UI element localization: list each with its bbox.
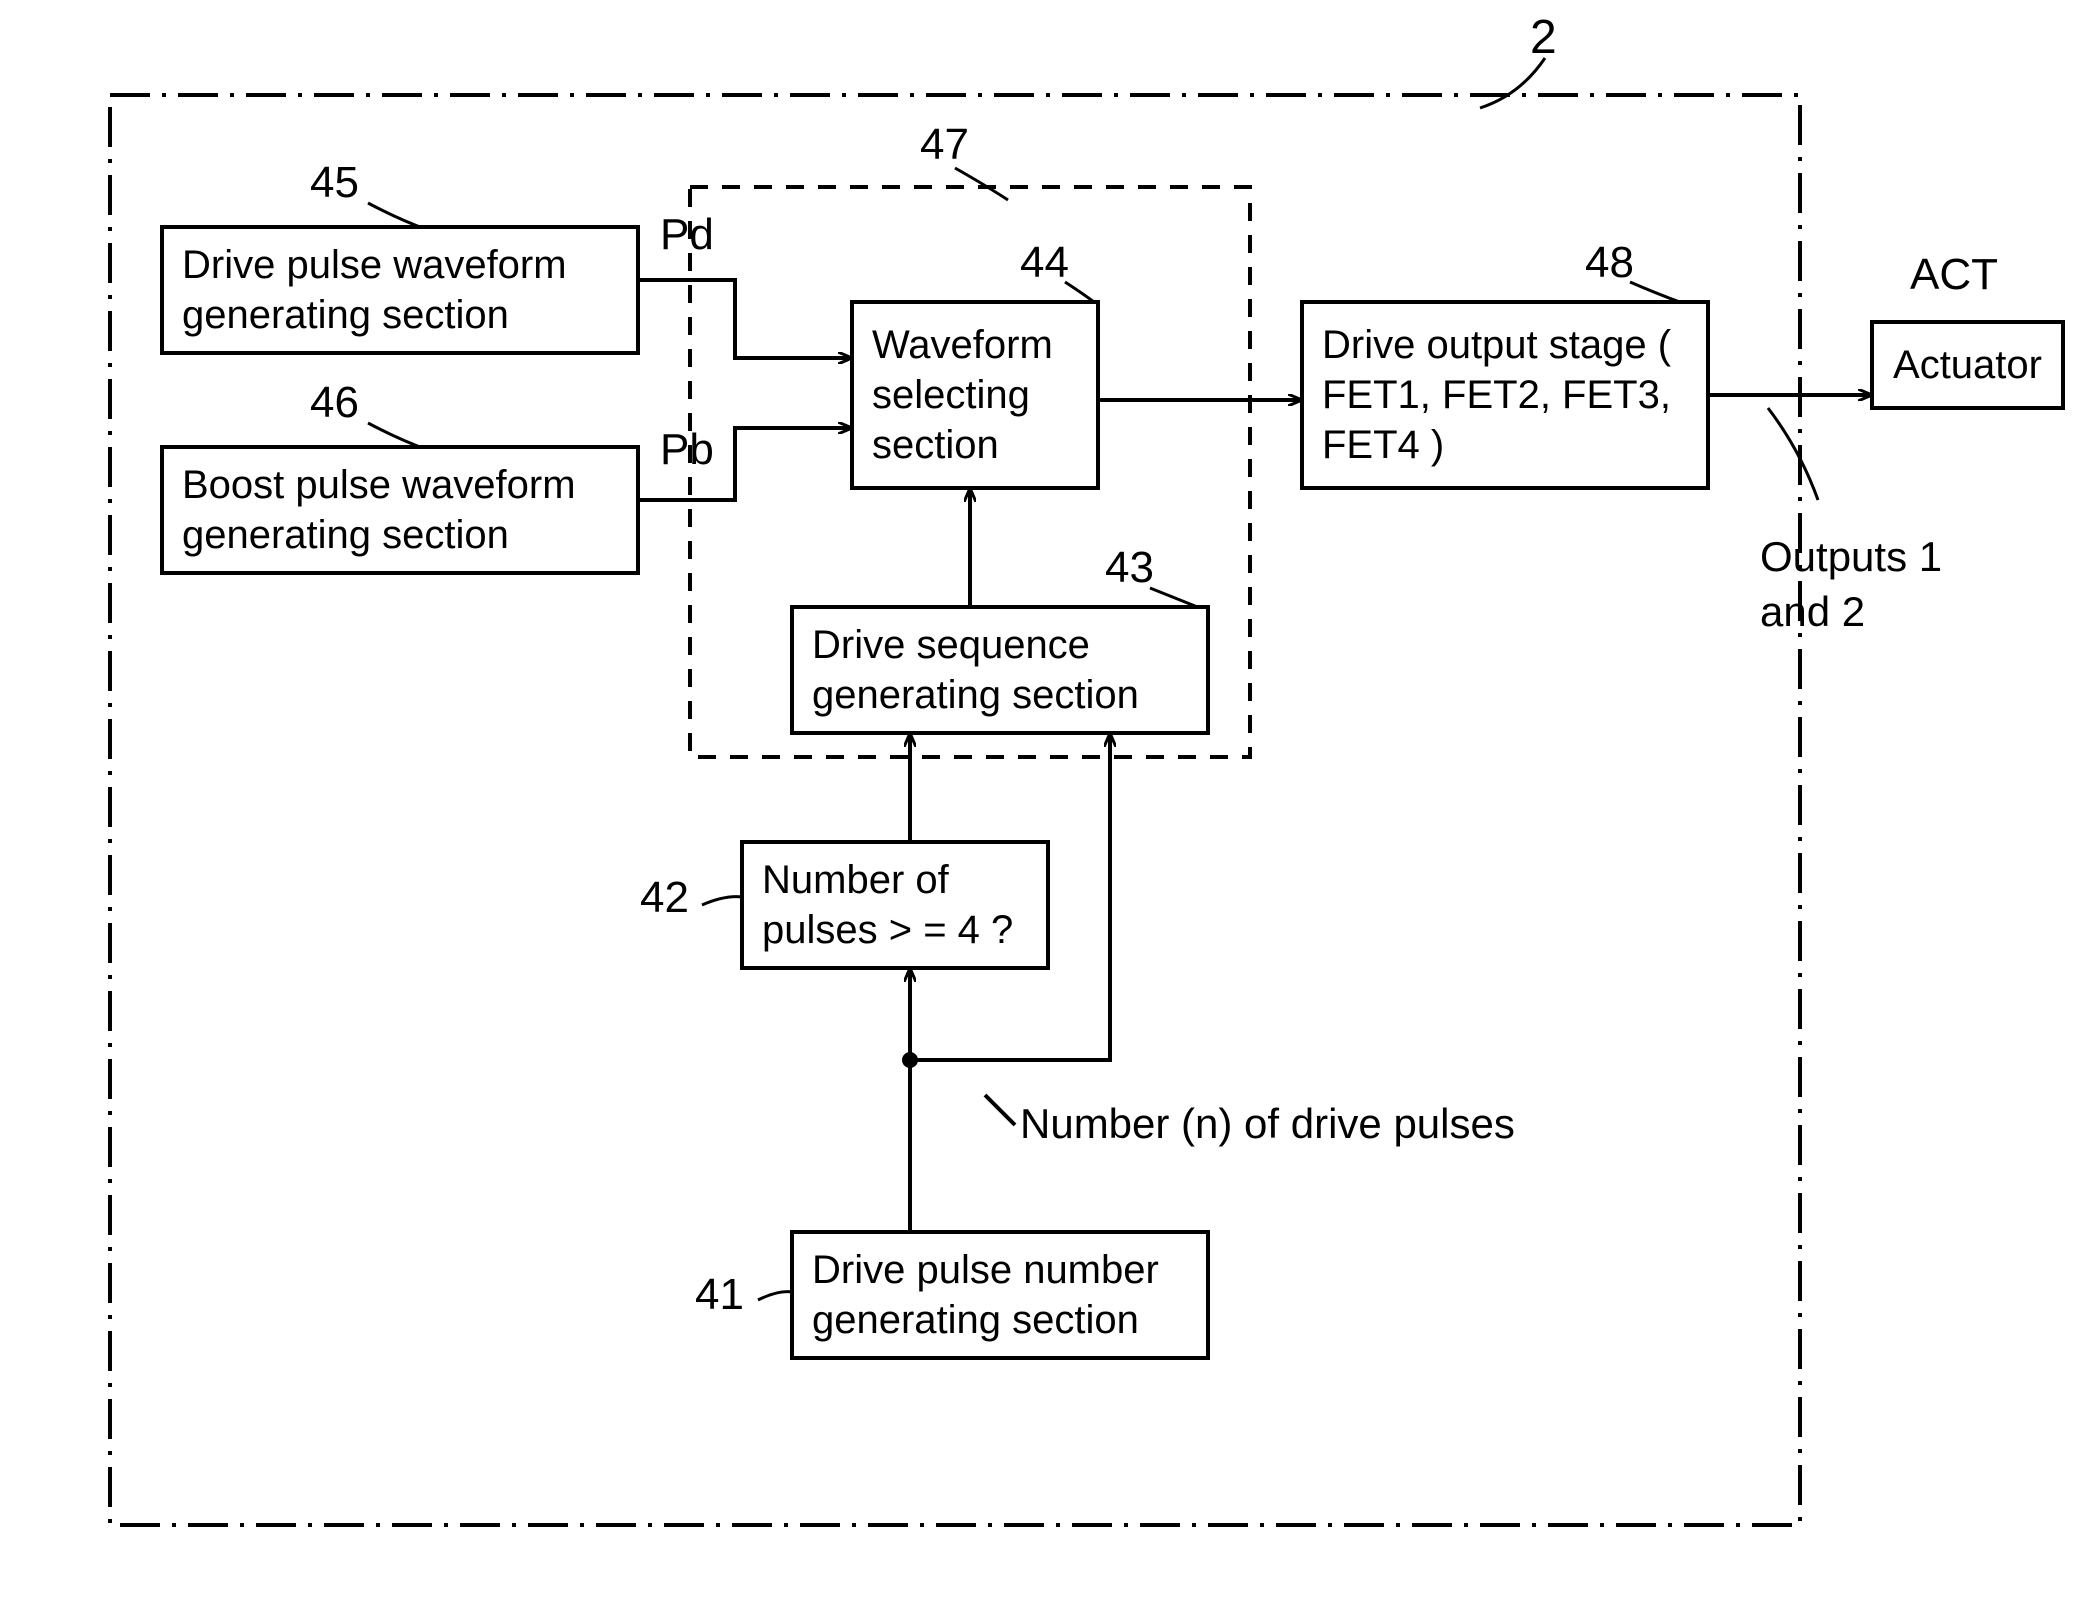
node-45-text: Drive pulse waveform generating section [182,240,618,340]
ref-48: 48 [1585,238,1634,288]
tick-mark [985,1095,1015,1125]
node-act-text: Actuator [1893,340,2042,390]
node-44-box: Waveform selecting section [850,300,1100,490]
leader-2 [1480,58,1545,108]
ref-act: ACT [1910,250,1998,300]
node-48-box: Drive output stage ( FET1, FET2, FET3, F… [1300,300,1710,490]
node-42-text: Number of pulses > = 4 ? [762,855,1028,955]
leader-41 [758,1292,793,1300]
diagram-canvas: Drive pulse waveform generating section … [0,0,2099,1613]
signal-pd: Pd [660,210,714,260]
ref-44: 44 [1020,238,1069,288]
node-43-text: Drive sequence generating section [812,620,1188,720]
node-45-box: Drive pulse waveform generating section [160,225,640,355]
signal-pb: Pb [660,425,714,475]
node-46-text: Boost pulse waveform generating section [182,460,618,560]
node-48-text: Drive output stage ( FET1, FET2, FET3, F… [1322,320,1688,470]
node-act-box: Actuator [1870,320,2065,410]
edge-45-to-44 [640,280,850,358]
node-41-text: Drive pulse number generating section [812,1245,1188,1345]
leader-42 [702,897,742,905]
signal-outputs: Outputs 1 and 2 [1760,530,1960,639]
leader-outputs [1768,408,1818,500]
ref-2: 2 [1530,10,1557,65]
ref-45: 45 [310,158,359,208]
node-42-box: Number of pulses > = 4 ? [740,840,1050,970]
ref-41: 41 [695,1270,744,1320]
node-44-text: Waveform selecting section [872,320,1078,470]
ref-46: 46 [310,378,359,428]
junction-dot [902,1052,918,1068]
leader-47 [955,168,1008,200]
ref-47: 47 [920,120,969,170]
node-43-box: Drive sequence generating section [790,605,1210,735]
ref-42: 42 [640,873,689,923]
node-41-box: Drive pulse number generating section [790,1230,1210,1360]
node-46-box: Boost pulse waveform generating section [160,445,640,575]
signal-n-pulses: Number (n) of drive pulses [1020,1100,1580,1148]
ref-43: 43 [1105,543,1154,593]
